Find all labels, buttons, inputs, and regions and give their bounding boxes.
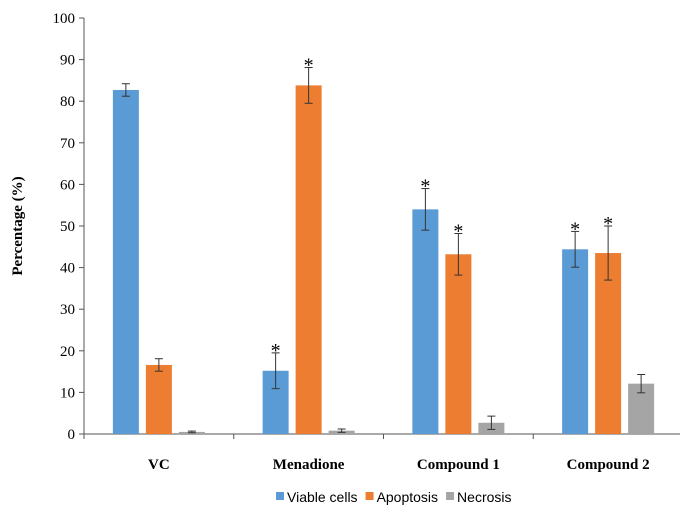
legend-swatch [446, 492, 455, 500]
x-category-label: Compound 1 [417, 457, 500, 473]
bars-group: * * * * * * [112, 55, 655, 434]
significance-marker: * [570, 218, 580, 240]
y-tick-label: 80 [60, 94, 75, 110]
bar [145, 364, 172, 434]
y-tick-label: 90 [60, 53, 75, 69]
significance-marker: * [271, 340, 281, 362]
significance-marker: * [304, 55, 314, 77]
bar [112, 89, 139, 434]
y-axis: 0 10 20 30 40 50 60 70 80 90 100 [53, 11, 85, 443]
y-axis-title: Percentage (%) [10, 176, 26, 275]
legend: Viable cells Apoptosis Necrosis [276, 489, 512, 505]
legend-label: Necrosis [457, 489, 511, 505]
y-tick-label: 60 [60, 177, 75, 193]
legend-swatch [365, 492, 374, 500]
y-tick-label: 70 [60, 136, 75, 152]
x-category-label: Menadione [273, 457, 345, 473]
legend-label: Viable cells [287, 489, 358, 505]
bar [445, 254, 472, 434]
y-tick-label: 100 [53, 11, 76, 27]
legend-label: Apoptosis [377, 489, 438, 505]
bar [295, 85, 322, 434]
y-tick-label: 20 [60, 344, 75, 360]
significance-marker: * [453, 220, 463, 242]
x-category-label: VC [148, 457, 170, 473]
y-tick-label: 10 [60, 385, 75, 401]
x-axis: VC Menadione Compound 1 Compound 2 [83, 433, 680, 473]
y-tick-label: 0 [68, 427, 76, 443]
y-tick-label: 50 [60, 219, 75, 235]
y-tick-label: 40 [60, 261, 75, 277]
legend-swatch [276, 492, 284, 500]
significance-marker: * [420, 176, 430, 198]
x-category-label: Compound 2 [567, 457, 650, 473]
bar [595, 253, 622, 434]
bar [412, 209, 439, 434]
y-tick-label: 30 [60, 302, 75, 318]
significance-marker: * [603, 213, 613, 235]
bar [562, 249, 589, 434]
